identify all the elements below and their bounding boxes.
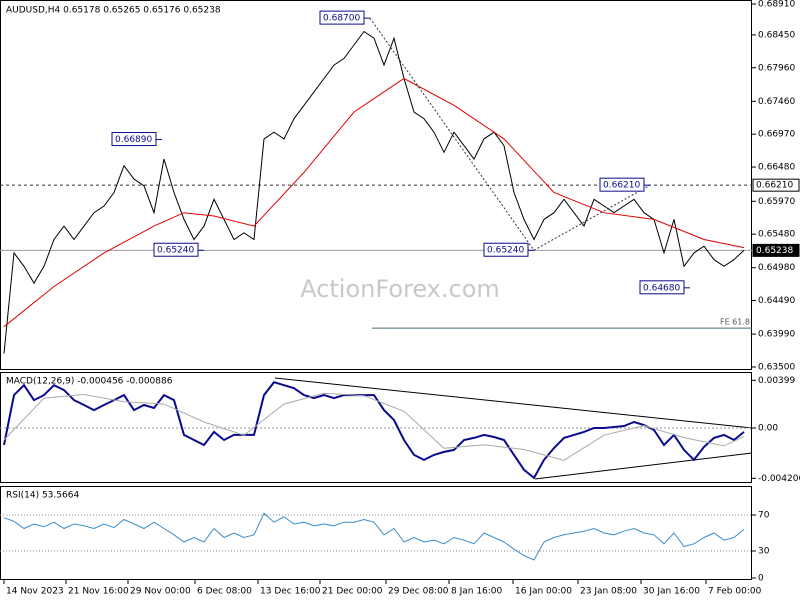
y-tick-label: 0.63500 [758, 362, 795, 372]
x-tick-label: 29 Dec 08:00 [388, 587, 449, 597]
pivot-label: 0.66210 [603, 181, 640, 191]
pivot-box [153, 242, 199, 257]
x-tick-label: 7 Feb 00:00 [708, 587, 762, 597]
pivot-label: 0.65240 [157, 246, 194, 256]
pivot-label: 0.65240 [487, 246, 524, 256]
series-line [3, 381, 745, 480]
y-tick-label: 0 [758, 574, 764, 584]
pivot-label: 0.66890 [115, 135, 152, 145]
y-tick-label: 0.68450 [758, 30, 795, 40]
y-tick-label: 0.66970 [758, 130, 795, 140]
x-tick-label: 29 Nov 00:00 [130, 587, 191, 597]
x-tick-label: 23 Jan 08:00 [580, 587, 637, 597]
y-tick-label: 0.68910 [758, 0, 795, 10]
series-line [3, 30, 745, 354]
price-label: 0.66210 [756, 181, 793, 191]
price-label: 0.65238 [756, 246, 793, 256]
y-tick-label: 0.64490 [758, 296, 795, 306]
y-tick-label: 30 [758, 547, 770, 557]
x-tick-label: 16 Jan 00:00 [515, 587, 572, 597]
y-tick-label: 0.63990 [758, 330, 795, 340]
x-tick-label: 8 Jan 16:00 [451, 587, 503, 597]
watermark: ActionForex.com [300, 275, 500, 303]
y-tick-label: 0.00 [758, 424, 778, 434]
pivot-box [111, 132, 157, 147]
y-tick-label: 0.00399 [758, 376, 795, 386]
pivot-box [319, 10, 365, 25]
x-tick-label: 13 Dec 16:00 [260, 587, 321, 597]
x-tick-label: 21 Nov 16:00 [68, 587, 129, 597]
y-tick-label: -0.004206 [758, 474, 800, 484]
x-tick-label: 6 Dec 08:00 [197, 587, 252, 597]
y-tick-label: 0.67460 [758, 97, 795, 107]
pivot-label: 0.64680 [643, 283, 680, 293]
y-tick-label: 0.64980 [758, 263, 795, 273]
price-label-box [752, 243, 800, 257]
x-tick-label: 30 Jan 16:00 [643, 587, 700, 597]
rsi-title: RSI(14) 53.5664 [6, 491, 79, 501]
projection-line [369, 17, 535, 251]
x-tick-label: 14 Nov 2023 [6, 587, 64, 597]
y-tick-label: 0.67960 [758, 63, 795, 73]
series-line [3, 77, 745, 328]
pivot-box [599, 177, 645, 192]
price-label-box [752, 178, 800, 192]
y-tick-label: 70 [758, 511, 770, 521]
macd-title: MACD(12,26,9) -0.000456 -0.000886 [6, 377, 173, 387]
y-tick-label: 0.65970 [758, 197, 795, 207]
y-tick-label: 0.65480 [758, 230, 795, 240]
pivot-label: 0.68700 [323, 14, 360, 24]
macd-trendline [534, 452, 753, 480]
y-tick-label: 0.66480 [758, 163, 795, 173]
macd-trendline [274, 377, 753, 429]
chart-title: AUDUSD,H4 0.65178 0.65265 0.65176 0.6523… [6, 6, 221, 16]
series-line [3, 392, 745, 461]
pivot-box [639, 280, 685, 295]
rsi-panel [0, 486, 752, 580]
series-line [3, 512, 745, 561]
pivot-box [483, 242, 529, 257]
fe-label: FE 61.8 [720, 318, 750, 327]
x-tick-label: 21 Dec 00:00 [322, 587, 383, 597]
